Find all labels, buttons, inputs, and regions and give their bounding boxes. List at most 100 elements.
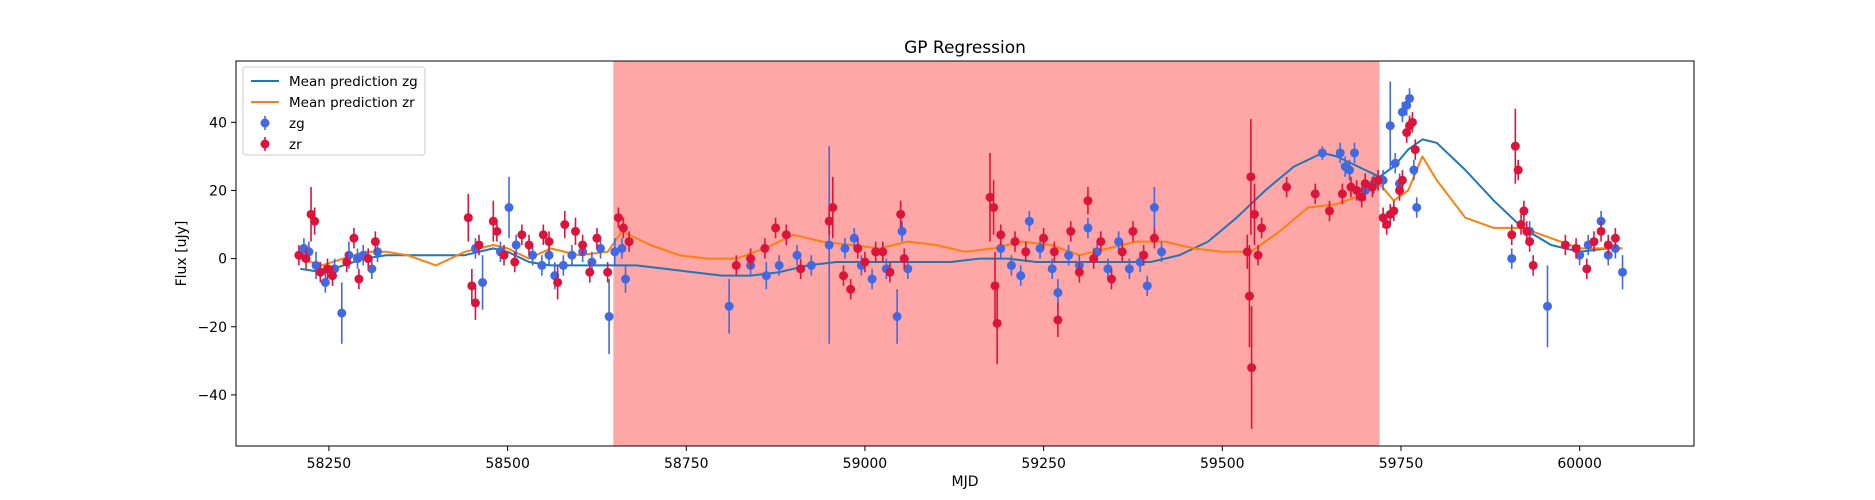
- data-point-zr: [1510, 141, 1520, 151]
- data-point-zr: [731, 260, 741, 270]
- data-point-zr: [1407, 117, 1417, 127]
- data-point-zr: [467, 281, 477, 291]
- y-axis-label: Flux [uJy]: [174, 221, 190, 287]
- data-point-zr: [989, 203, 999, 213]
- data-point-zr: [492, 226, 502, 236]
- data-point-zg: [1092, 247, 1102, 257]
- data-point-zg: [367, 264, 377, 274]
- data-point-zg: [1006, 260, 1016, 270]
- data-point-zr: [1282, 182, 1292, 192]
- y-tick-label: −40: [197, 388, 227, 404]
- y-tick-label: 40: [209, 115, 227, 131]
- data-point-zr: [839, 271, 848, 281]
- data-point-zr: [538, 230, 548, 240]
- data-point-zr: [370, 237, 380, 247]
- data-point-zg: [1575, 250, 1585, 260]
- highlight-span: [613, 61, 1380, 446]
- legend-label: Mean prediction zr: [289, 95, 415, 111]
- data-point-zr: [1083, 196, 1093, 206]
- data-point-zg: [1124, 264, 1134, 274]
- data-point-zg: [1405, 93, 1415, 103]
- data-point-zr: [310, 216, 320, 226]
- data-point-zg: [1507, 254, 1517, 264]
- data-point-zr: [327, 271, 337, 281]
- data-point-zr: [570, 226, 580, 236]
- data-point-zr: [354, 274, 364, 284]
- data-point-zg: [621, 274, 631, 284]
- data-point-zr: [1357, 192, 1367, 202]
- x-tick-label: 59500: [1200, 456, 1245, 472]
- data-point-zr: [1337, 189, 1347, 199]
- data-point-zg: [897, 226, 907, 236]
- data-point-zg: [1064, 250, 1074, 260]
- data-point-zr: [878, 247, 888, 257]
- legend-box: [242, 66, 426, 156]
- data-point-zg: [903, 264, 913, 274]
- data-point-zr: [1257, 223, 1267, 233]
- data-point-zg: [1350, 148, 1360, 158]
- data-point-zr: [828, 203, 838, 213]
- data-point-zr: [560, 220, 570, 230]
- data-point-zr: [1096, 237, 1106, 247]
- data-point-zg: [1053, 288, 1063, 298]
- data-point-zr: [524, 240, 534, 250]
- data-point-zg: [1114, 237, 1124, 247]
- data-point-zr: [1507, 230, 1517, 240]
- data-point-zr: [1249, 209, 1259, 219]
- data-point-zr: [1610, 233, 1620, 243]
- data-point-zg: [1385, 121, 1395, 131]
- legend-label: Mean prediction zg: [289, 74, 418, 90]
- data-point-zg: [1317, 148, 1327, 158]
- data-point-zg: [1083, 223, 1093, 233]
- data-point-zg: [1047, 264, 1057, 274]
- data-point-zg: [849, 233, 859, 243]
- data-point-zr: [510, 257, 520, 267]
- data-point-zr: [1571, 243, 1581, 253]
- legend-swatch-marker: [260, 139, 270, 149]
- data-point-zr: [1139, 250, 1149, 260]
- y-tick-label: 0: [218, 252, 227, 268]
- data-point-zr: [1325, 206, 1334, 216]
- data-point-zr: [871, 247, 881, 257]
- data-point-zg: [604, 312, 614, 322]
- data-point-zr: [885, 267, 895, 277]
- data-point-zr: [1074, 267, 1084, 277]
- data-point-zr: [306, 209, 316, 219]
- data-point-zg: [1016, 271, 1026, 281]
- data-point-zg: [610, 247, 620, 257]
- data-point-zr: [1525, 237, 1535, 247]
- data-point-zg: [558, 260, 568, 270]
- data-point-zg: [528, 250, 538, 260]
- chart-title: GP Regression: [904, 38, 1026, 58]
- y-tick-label: 20: [209, 183, 227, 199]
- data-point-zg: [1397, 107, 1407, 117]
- data-point-zg: [537, 260, 547, 270]
- data-point-zg: [806, 260, 816, 270]
- data-point-zr: [1596, 226, 1606, 236]
- data-point-zg: [761, 271, 771, 281]
- data-point-zr: [1128, 226, 1138, 236]
- data-point-zg: [373, 247, 383, 257]
- x-tick-label: 58250: [307, 456, 352, 472]
- data-point-zr: [470, 298, 480, 308]
- data-point-zg: [511, 240, 521, 250]
- data-point-zr: [1603, 240, 1613, 250]
- data-point-zr: [1089, 254, 1099, 264]
- data-point-zr: [746, 254, 756, 264]
- data-point-zg: [824, 240, 834, 250]
- data-point-zg: [1409, 165, 1419, 175]
- data-point-zg: [1542, 301, 1552, 311]
- data-point-zr: [1066, 226, 1076, 236]
- data-point-zr: [1519, 206, 1529, 216]
- data-point-zr: [781, 230, 791, 240]
- data-point-zg: [1142, 281, 1152, 291]
- data-point-zg: [1345, 165, 1355, 175]
- data-point-zg: [567, 250, 577, 260]
- data-point-zr: [996, 230, 1006, 240]
- data-point-zr: [1049, 247, 1059, 257]
- data-point-zg: [1149, 203, 1159, 213]
- data-point-zg: [617, 243, 627, 253]
- data-point-zr: [363, 254, 373, 264]
- data-point-zr: [315, 267, 325, 277]
- data-point-zr: [553, 277, 563, 287]
